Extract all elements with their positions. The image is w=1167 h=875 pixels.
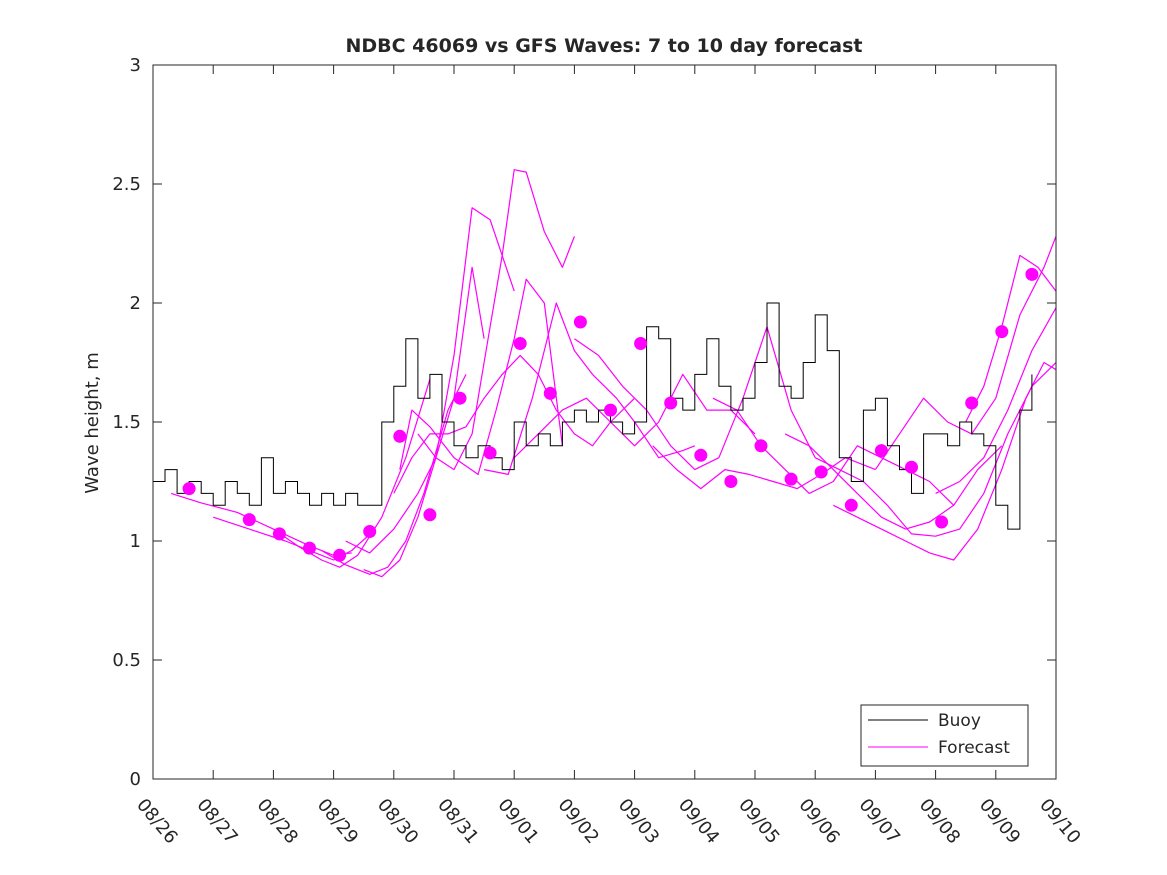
legend-forecast-label: Forecast [938, 738, 1010, 758]
forecast-marker [844, 498, 858, 512]
forecast-marker [634, 337, 648, 350]
forecast-line-15 [814, 362, 1056, 537]
y-tick-label: 0 [130, 769, 141, 790]
forecast-marker [694, 448, 708, 462]
forecast-line-14 [784, 433, 1003, 530]
forecast-marker [874, 444, 888, 458]
forecast-line-18 [935, 307, 1056, 494]
forecast-marker [363, 525, 377, 538]
y-tick-label: 2 [130, 293, 141, 314]
forecast-marker [935, 515, 949, 529]
forecast-line-10 [513, 373, 756, 459]
forecast-marker [965, 396, 979, 410]
forecast-line-13 [712, 397, 955, 506]
forecast-marker [664, 396, 678, 410]
forecast-marker [543, 386, 557, 400]
legend-buoy-label: Buoy [938, 711, 981, 731]
forecast-line-4 [345, 266, 485, 554]
forecast-marker [333, 548, 347, 562]
forecast-marker [604, 403, 617, 417]
y-axis-label: Wave height, m [82, 352, 103, 493]
forecast-marker [905, 460, 918, 474]
forecast-marker [995, 325, 1009, 339]
forecast-line-1 [213, 516, 377, 561]
forecast-marker [814, 465, 828, 479]
forecast-line-3 [321, 374, 467, 575]
series-layer [153, 169, 1056, 578]
forecast-line-19 [965, 254, 1056, 423]
forecast-marker [182, 482, 196, 496]
forecast-marker [1025, 267, 1039, 281]
y-tick-label: 0.5 [112, 650, 141, 671]
chart-title: NDBC 46069 vs GFS Waves: 7 to 10 day for… [345, 35, 862, 57]
y-tick-labels: 0 0.5 1 1.5 2 2.5 3 [112, 55, 141, 790]
y-tick-label: 1.5 [112, 412, 141, 433]
forecast-line-7 [417, 169, 575, 471]
forecast-marker [754, 439, 768, 453]
forecast-marker [513, 337, 527, 350]
y-tick-label: 1 [130, 531, 141, 552]
forecast-marker [724, 475, 738, 488]
forecast-marker [573, 315, 587, 329]
forecast-line-2 [273, 379, 431, 568]
y-tick-label: 2.5 [112, 174, 141, 195]
plot-area-frame [152, 64, 1057, 780]
forecast-marker [453, 391, 467, 405]
legend-box [860, 704, 1029, 767]
forecast-line-6 [399, 278, 563, 475]
forecast-marker [303, 541, 316, 555]
forecast-line-9 [483, 302, 696, 475]
y-tick-label: 3 [130, 55, 141, 76]
forecast-line-11 [574, 326, 816, 471]
forecast-marker [423, 508, 437, 522]
buoy-line [153, 302, 1033, 530]
forecast-marker [242, 513, 256, 527]
forecast-marker [393, 429, 407, 443]
legend: Buoy Forecast [860, 704, 1029, 767]
forecast-line-8 [393, 354, 636, 494]
forecast-marker [272, 527, 286, 541]
forecast-marker [784, 472, 798, 486]
axis-ticks [152, 64, 1057, 780]
forecast-marker [483, 446, 497, 460]
